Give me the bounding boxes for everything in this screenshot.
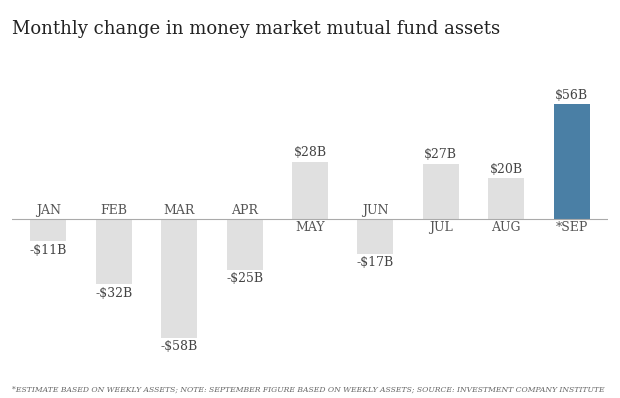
Text: $27B: $27B <box>424 148 458 161</box>
Text: APR: APR <box>231 204 258 217</box>
Text: JUL: JUL <box>429 221 453 234</box>
Text: -$17B: -$17B <box>356 256 394 269</box>
Text: $20B: $20B <box>490 162 523 176</box>
Text: FEB: FEB <box>100 204 127 217</box>
Bar <box>161 219 197 338</box>
Bar <box>96 219 132 284</box>
Bar <box>292 162 328 219</box>
Text: $56B: $56B <box>555 89 588 102</box>
Text: AUG: AUG <box>492 221 521 234</box>
Bar <box>226 219 263 270</box>
Text: MAY: MAY <box>295 221 325 234</box>
Text: JAN: JAN <box>36 204 61 217</box>
Bar <box>554 104 590 219</box>
Bar <box>423 164 459 219</box>
Text: MAR: MAR <box>164 204 195 217</box>
Text: -$32B: -$32B <box>95 287 133 300</box>
Text: -$25B: -$25B <box>226 273 263 285</box>
Text: Monthly change in money market mutual fund assets: Monthly change in money market mutual fu… <box>12 20 500 38</box>
Text: $28B: $28B <box>293 146 327 159</box>
Bar <box>30 219 66 242</box>
Bar <box>357 219 394 254</box>
Text: *ESTIMATE BASED ON WEEKLY ASSETS; NOTE: SEPTEMBER FIGURE BASED ON WEEKLY ASSETS;: *ESTIMATE BASED ON WEEKLY ASSETS; NOTE: … <box>12 386 605 394</box>
Text: -$58B: -$58B <box>161 340 198 353</box>
Text: JUN: JUN <box>362 204 389 217</box>
Bar <box>488 178 524 219</box>
Text: -$11B: -$11B <box>30 244 67 257</box>
Text: *SEP: *SEP <box>556 221 588 234</box>
